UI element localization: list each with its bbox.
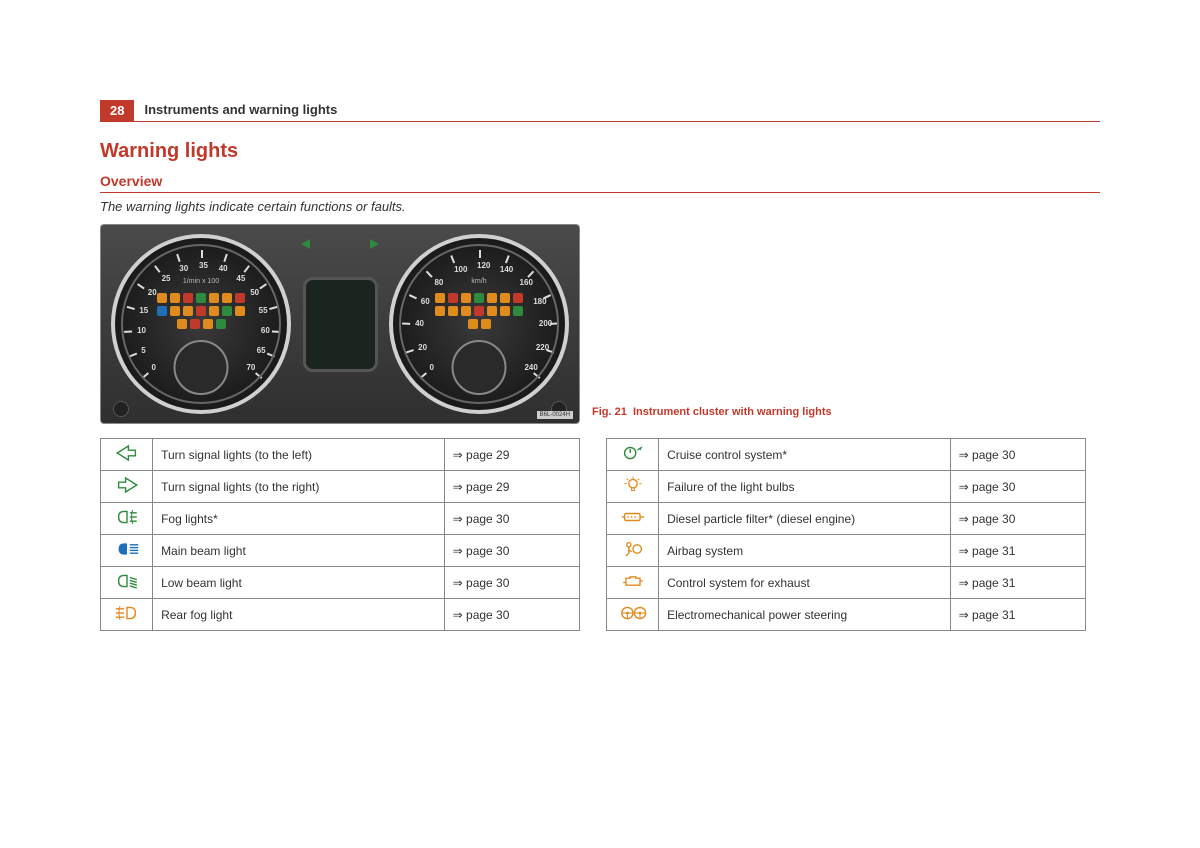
temp-sub-gauge [452,340,507,395]
page-ref-cell: ⇒ page 30 [950,503,1085,535]
table-row: Airbag system⇒ page 31 [607,535,1086,567]
turn-right-indicator-icon [370,239,379,249]
center-display [303,277,378,372]
description-cell: Fog lights* [153,503,445,535]
description-cell: Main beam light [153,535,445,567]
speed-unit-label: km/h [471,278,486,285]
page-ref-cell: ⇒ page 30 [444,535,579,567]
page-ref-cell: ⇒ page 31 [950,599,1085,631]
description-cell: Low beam light [153,567,445,599]
figure-caption: Fig. 21 Instrument cluster with warning … [592,406,832,424]
table-row: Fog lights*⇒ page 30 [101,503,580,535]
warning-icons-cluster-left [156,293,246,329]
speedometer-gauge: 020406080100120140160180200220240 km/h [389,234,569,414]
turn-right-icon [101,471,153,503]
warning-lights-table-right: Cruise control system*⇒ page 30Failure o… [606,438,1086,631]
table-row: Failure of the light bulbs⇒ page 30 [607,471,1086,503]
description-cell: Electromechanical power steering [659,599,951,631]
tachometer-gauge: 0510152025303540455055606570 1/min x 100 [111,234,291,414]
svg-text:!: ! [639,606,640,611]
dpf-icon [607,503,659,535]
warning-lights-table-left: Turn signal lights (to the left)⇒ page 2… [100,438,580,631]
exhaust-icon [607,567,659,599]
table-row: Low beam light⇒ page 30 [101,567,580,599]
table-row: Main beam light⇒ page 30 [101,535,580,567]
instrument-cluster-figure: 0510152025303540455055606570 1/min x 100… [100,224,580,424]
high-beam-icon [101,535,153,567]
fog-rear-icon [101,599,153,631]
warning-icons-cluster-right [434,293,524,329]
page-ref-cell: ⇒ page 29 [444,471,579,503]
table-row: Control system for exhaust⇒ page 31 [607,567,1086,599]
fog-front-icon [101,503,153,535]
subtitle: The warning lights indicate certain func… [100,199,1100,214]
description-cell: Failure of the light bulbs [659,471,951,503]
bulb-icon [607,471,659,503]
table-row: ! Electromechanical power steering⇒ page … [607,599,1086,631]
airbag-icon [607,535,659,567]
fuel-sub-gauge [174,340,229,395]
table-row: Turn signal lights (to the left)⇒ page 2… [101,439,580,471]
tach-unit-label: 1/min x 100 [183,278,219,285]
table-row: Rear fog light⇒ page 30 [101,599,580,631]
heading-h1: Warning lights [100,140,1100,163]
page-ref-cell: ⇒ page 30 [444,567,579,599]
heading-h2: Overview [100,173,1100,193]
description-cell: Control system for exhaust [659,567,951,599]
page-ref-cell: ⇒ page 30 [444,599,579,631]
table-row: Turn signal lights (to the right)⇒ page … [101,471,580,503]
table-row: Cruise control system*⇒ page 30 [607,439,1086,471]
low-beam-icon [101,567,153,599]
description-cell: Turn signal lights (to the left) [153,439,445,471]
image-reference: B6L-0024H [537,411,573,419]
page-ref-cell: ⇒ page 30 [950,439,1085,471]
description-cell: Turn signal lights (to the right) [153,471,445,503]
page-ref-cell: ⇒ page 30 [444,503,579,535]
steering-icon: ! [607,599,659,631]
section-title: Instruments and warning lights [144,102,337,120]
cruise-icon [607,439,659,471]
description-cell: Airbag system [659,535,951,567]
figure-row: 0510152025303540455055606570 1/min x 100… [100,224,1100,424]
description-cell: Diesel particle filter* (diesel engine) [659,503,951,535]
description-cell: Rear fog light [153,599,445,631]
table-row: Diesel particle filter* (diesel engine)⇒… [607,503,1086,535]
page-ref-cell: ⇒ page 30 [950,471,1085,503]
tables-row: Turn signal lights (to the left)⇒ page 2… [100,438,1100,631]
turn-left-indicator-icon [301,239,310,249]
figure-caption-prefix: Fig. 21 [592,406,627,418]
turn-left-icon [101,439,153,471]
page-ref-cell: ⇒ page 31 [950,535,1085,567]
header-bar: 28 Instruments and warning lights [100,100,1100,122]
page-ref-cell: ⇒ page 31 [950,567,1085,599]
page-number: 28 [100,100,134,121]
description-cell: Cruise control system* [659,439,951,471]
left-knob-icon [113,401,129,417]
page: 28 Instruments and warning lights Warnin… [0,0,1200,631]
figure-caption-text: Instrument cluster with warning lights [633,406,832,418]
page-ref-cell: ⇒ page 29 [444,439,579,471]
